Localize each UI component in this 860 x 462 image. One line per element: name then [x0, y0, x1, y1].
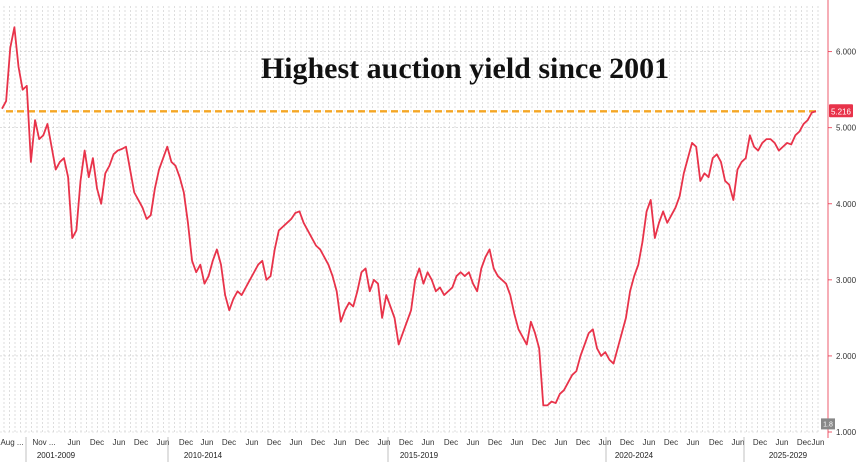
x-tick-label: Dec — [311, 438, 325, 447]
x-tick-label: Dec — [620, 438, 634, 447]
y-tick-label: 1.000 — [836, 428, 857, 437]
y-tick-label: 4.000 — [836, 200, 857, 209]
x-tick-label: Jun — [643, 438, 656, 447]
x-tick-label: Jun — [599, 438, 612, 447]
x-tick-label: Jun — [555, 438, 568, 447]
last-value-badge — [829, 104, 853, 118]
labels-layer: 5.216 1.8 — [821, 104, 853, 430]
x-tick-label: Dec — [532, 438, 546, 447]
x-tick-label: Dec — [134, 438, 148, 447]
x-tick-label: Jun — [113, 438, 126, 447]
x-tick-label: Jun — [201, 438, 214, 447]
x-tick-label: Dec — [444, 438, 458, 447]
x-tick-label: Jun — [776, 438, 789, 447]
x-tick-label: Jun — [732, 438, 745, 447]
x-era-label: 2025-2029 — [769, 451, 808, 460]
x-tick-label: Dec — [488, 438, 502, 447]
x-tick-label: Jun — [246, 438, 259, 447]
x-tick-label: Jun — [290, 438, 303, 447]
x-tick-label: Jun — [378, 438, 391, 447]
last-value-label: 5.216 — [831, 107, 852, 116]
x-tick-label: Dec — [267, 438, 281, 447]
chart-title: Highest auction yield since 2001 — [261, 52, 669, 85]
x-tick-label: Dec — [399, 438, 413, 447]
x-tick-label: Jun — [68, 438, 81, 447]
x-era-label: 2020-2024 — [615, 451, 654, 460]
x-era-label: 2015-2019 — [400, 451, 439, 460]
x-tick-label: Dec — [709, 438, 723, 447]
x-era-label: 2001-2009 — [37, 451, 76, 460]
x-tick-label: Dec — [797, 438, 811, 447]
x-tick-label: Jun — [157, 438, 170, 447]
x-tick-label: Aug ... — [0, 438, 23, 447]
x-tick-label: Jun — [812, 438, 825, 447]
y-tick-label: 5.000 — [836, 124, 857, 133]
y-tick-label: 6.000 — [836, 48, 857, 57]
x-tick-label: Dec — [90, 438, 104, 447]
x-tick-label: Jun — [511, 438, 524, 447]
series-layer — [1, 26, 817, 407]
grid — [0, 6, 819, 433]
x-axis: Aug ... Nov ... Jun Dec Jun Dec Jun Dec Jun Dec Ju… — [0, 437, 824, 462]
y-tick-label: 3.000 — [836, 276, 857, 285]
x-tick-label: Dec — [753, 438, 767, 447]
bottom-right-badge — [821, 418, 835, 430]
y-axis: 6.000 5.000 4.000 3.000 2.000 1.000 — [827, 0, 857, 438]
x-era-label: 2010-2014 — [184, 451, 223, 460]
x-tick-label: Jun — [467, 438, 480, 447]
x-tick-label: Dec — [179, 438, 193, 447]
x-tick-label: Jun — [422, 438, 435, 447]
x-tick-label: Nov ... — [32, 438, 55, 447]
x-tick-label: Dec — [664, 438, 678, 447]
x-tick-label: Jun — [687, 438, 700, 447]
x-tick-label: Dec — [355, 438, 369, 447]
x-tick-label: Dec — [576, 438, 590, 447]
x-tick-label: Dec — [222, 438, 236, 447]
x-tick-label: Jun — [334, 438, 347, 447]
y-tick-label: 2.000 — [836, 352, 857, 361]
bottom-right-label: 1.8 — [823, 421, 833, 428]
series-line — [1, 26, 817, 407]
